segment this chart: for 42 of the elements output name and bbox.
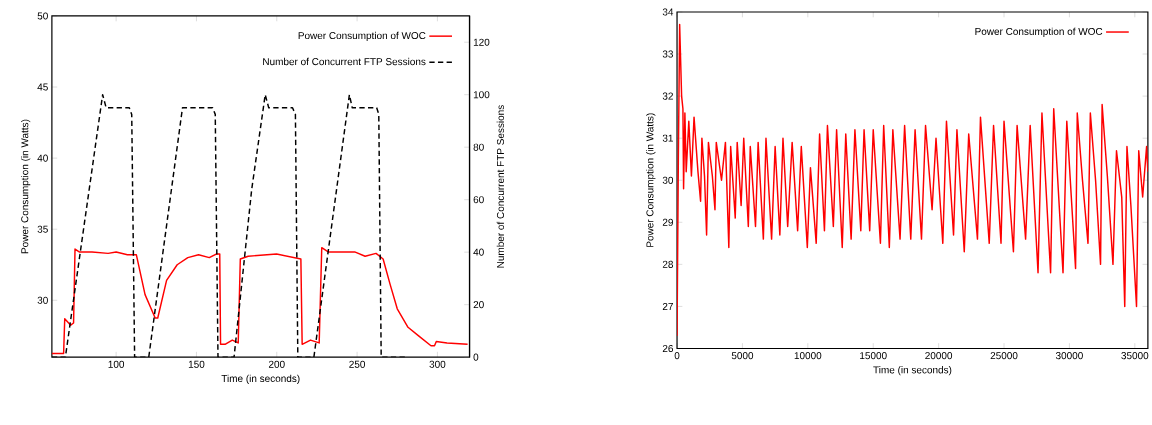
y2-tick-label: 60 xyxy=(473,196,484,204)
y-tick-label: 28 xyxy=(662,260,674,268)
y-tick-label: 27 xyxy=(662,302,673,310)
x-tick-label: 25000 xyxy=(990,352,1018,360)
y2-tick-label: 80 xyxy=(473,143,484,151)
x-tick-label: 15000 xyxy=(860,352,887,360)
y-axis-title: Power Consumption (in Watts) xyxy=(21,119,31,254)
y-tick-label: 35 xyxy=(37,225,48,233)
x-tick-label: 150 xyxy=(188,360,205,368)
y2-tick-label: 100 xyxy=(473,91,490,99)
y-tick-label: 40 xyxy=(37,154,48,162)
y-axis-title: Power Consumption (in Watts) xyxy=(646,113,656,247)
y-tick-label: 45 xyxy=(37,83,48,91)
y-tick-label: 29 xyxy=(662,218,673,226)
legend-label: Number of Concurrent FTP Sessions xyxy=(263,57,426,66)
x-axis-title: Time (in seconds) xyxy=(873,366,952,376)
y-tick-label: 50 xyxy=(37,12,48,20)
y-tick-label: 34 xyxy=(662,8,674,16)
x-tick-label: 10000 xyxy=(794,352,822,360)
y-tick-label: 33 xyxy=(662,50,674,58)
x-tick-label: 100 xyxy=(108,360,125,368)
x-tick-label: 35000 xyxy=(1121,352,1149,360)
y-tick-label: 30 xyxy=(37,296,48,304)
x-tick-label: 30000 xyxy=(1055,352,1083,360)
x-tick-label: 250 xyxy=(349,360,366,368)
x-tick-label: 200 xyxy=(268,360,285,368)
y-tick-label: 32 xyxy=(662,92,673,100)
legend-label: Power Consumption of WOC xyxy=(975,27,1103,37)
y2-axis-title: Number of Concurrent FTP Sessions xyxy=(496,105,505,268)
x-tick-label: 0 xyxy=(674,352,680,360)
y2-tick-label: 40 xyxy=(473,248,484,256)
x-tick-label: 5000 xyxy=(731,352,754,360)
legend-label: Power Consumption of WOC xyxy=(298,31,426,42)
y2-tick-label: 120 xyxy=(473,38,490,46)
line-series xyxy=(51,246,469,355)
y2-tick-label: 20 xyxy=(473,301,484,309)
y-tick-label: 26 xyxy=(662,344,674,353)
x-tick-label: 20000 xyxy=(925,352,953,360)
y-tick-label: 31 xyxy=(662,134,673,142)
y-tick-label: 30 xyxy=(662,176,674,184)
x-axis-title: Time (in seconds) xyxy=(221,374,300,385)
x-tick-label: 300 xyxy=(429,360,446,368)
